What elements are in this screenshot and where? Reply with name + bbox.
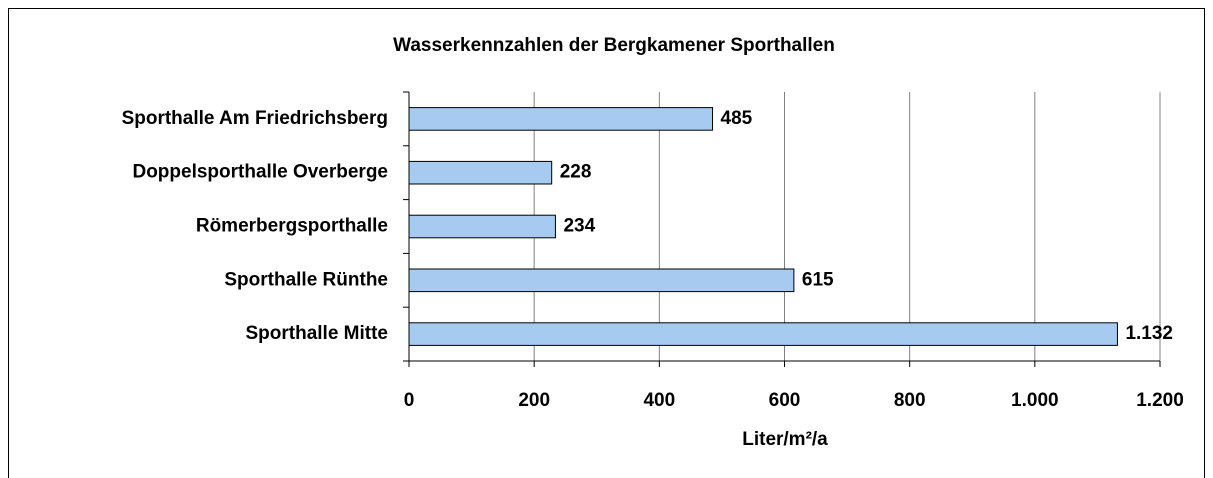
x-tick-label: 800 [894,390,926,411]
chart-title: Wasserkennzahlen der Bergkamener Sportha… [393,35,835,56]
x-tick-label: 200 [518,390,550,411]
bar [408,214,556,239]
data-label: 234 [563,216,595,237]
x-tick-label: 1.000 [1011,390,1059,411]
bar [408,322,1118,346]
y-tick-label: Sporthalle Rünthe [224,269,388,290]
bar [408,107,714,131]
data-label: 615 [802,269,834,290]
data-label: 485 [721,108,753,129]
y-tick-label: Doppelsporthalle Overberge [132,162,388,183]
bar [408,268,795,293]
data-label: 228 [560,162,592,183]
data-label: 1.132 [1125,323,1173,344]
x-tick-label: 0 [404,390,415,411]
y-tick-label: Römerbergsporthalle [196,216,388,237]
chart-frame [8,8,1205,478]
x-tick-label: 400 [643,390,675,411]
bar [408,160,553,185]
y-tick-label: Sporthalle Am Friedrichsberg [122,108,388,129]
x-axis-label: Liter/m²/a [742,429,828,450]
x-tick-label: 1.200 [1136,390,1184,411]
y-tick-label: Sporthalle Mitte [245,323,388,344]
x-tick-label: 600 [769,390,801,411]
